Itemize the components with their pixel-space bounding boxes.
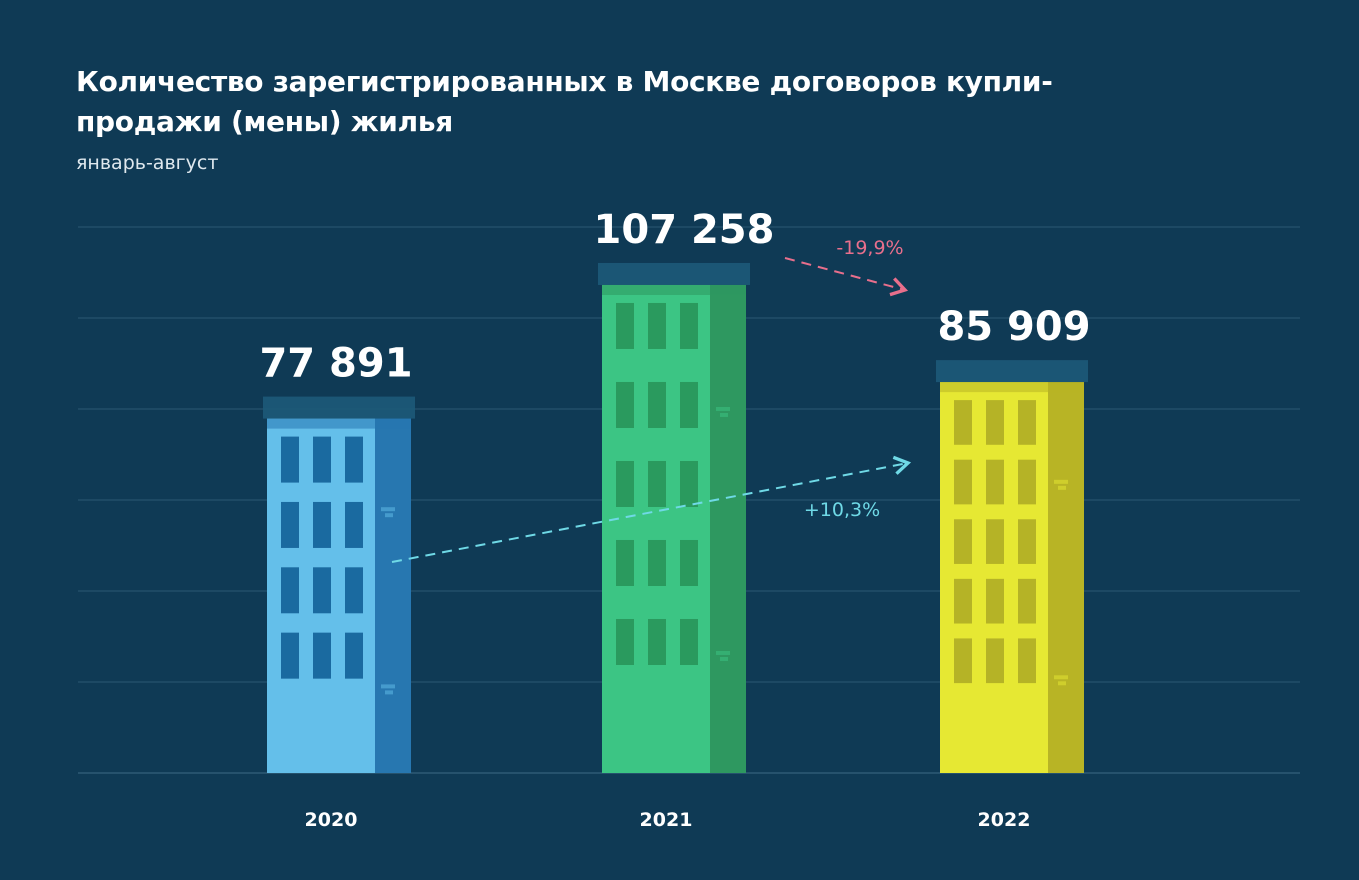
category-label: 2022 <box>978 809 1031 831</box>
bar-window <box>954 519 972 564</box>
bar-window <box>954 400 972 445</box>
bar-window <box>1018 400 1036 445</box>
bar-window <box>616 381 634 428</box>
bar-window <box>345 632 363 679</box>
bar-top-band <box>267 418 411 429</box>
bars <box>263 262 1088 773</box>
bar-brick <box>720 656 728 661</box>
bar-side <box>1048 382 1084 773</box>
bar-window <box>281 501 299 548</box>
bar-brick <box>1058 485 1066 490</box>
bar-brick <box>720 412 728 417</box>
bar-window <box>616 302 634 349</box>
bar-window <box>648 302 666 349</box>
trend-arrow-up <box>391 455 912 563</box>
annotations: -19,9% +10,3% <box>391 237 912 563</box>
bar-window <box>313 567 331 614</box>
bar-window <box>954 459 972 505</box>
bar-window <box>680 381 698 428</box>
bar-brick <box>1058 681 1066 686</box>
bar-side <box>375 418 411 773</box>
bar-window <box>313 501 331 548</box>
bar-window <box>616 539 634 586</box>
bar-window <box>281 632 299 679</box>
bar-window <box>986 400 1004 445</box>
bar-side <box>710 284 746 773</box>
bar-window <box>616 460 634 507</box>
bar-window <box>281 436 299 483</box>
bar-brick <box>716 406 730 411</box>
bar-roof <box>936 360 1088 383</box>
bar-window <box>313 436 331 483</box>
value-label: 85 909 <box>937 304 1090 350</box>
bar-window <box>680 618 698 665</box>
bar-top-band <box>602 284 746 295</box>
bar-window <box>986 459 1004 505</box>
bar-window <box>954 638 972 684</box>
bar-brick <box>1054 479 1068 484</box>
bar-window <box>281 567 299 614</box>
bar-2021 <box>598 262 750 773</box>
trend-arrow-down <box>784 257 909 297</box>
category-label: 2020 <box>305 809 358 831</box>
bar-window <box>313 632 331 679</box>
bar-window <box>1018 519 1036 564</box>
bar-window <box>680 539 698 586</box>
bar-window <box>986 638 1004 684</box>
bar-brick <box>381 507 395 512</box>
labels: 77 891 2020 107 258 2021 85 909 2022 <box>259 207 1090 831</box>
bar-brick <box>1054 675 1068 680</box>
bar-window <box>986 578 1004 624</box>
bar-brick <box>385 690 393 695</box>
bar-window <box>1018 638 1036 684</box>
bar-window <box>680 302 698 349</box>
chart-subtitle: январь-август <box>76 152 219 174</box>
bar-brick <box>381 684 395 689</box>
bar-window <box>345 501 363 548</box>
bar-window <box>1018 578 1036 624</box>
bar-front <box>602 284 710 773</box>
change-label: -19,9% <box>836 237 903 259</box>
bar-window <box>345 436 363 483</box>
bar-window <box>648 539 666 586</box>
bar-roof <box>598 262 750 285</box>
value-label: 107 258 <box>594 207 775 253</box>
bar-front <box>940 382 1048 773</box>
bar-brick <box>716 650 730 655</box>
value-label: 77 891 <box>259 341 412 387</box>
bar-2020 <box>263 396 415 773</box>
bar-window <box>648 381 666 428</box>
category-label: 2021 <box>640 809 693 831</box>
bar-window <box>1018 459 1036 505</box>
bar-top-band <box>940 382 1084 393</box>
bar-window <box>345 567 363 614</box>
bar-window <box>616 618 634 665</box>
change-label: +10,3% <box>804 499 880 521</box>
bar-window <box>648 460 666 507</box>
bar-window <box>954 578 972 624</box>
bar-window <box>680 460 698 507</box>
bar-roof <box>263 396 415 419</box>
bar-2022 <box>936 360 1088 773</box>
bar-brick <box>385 513 393 518</box>
bar-window <box>648 618 666 665</box>
bar-window <box>986 519 1004 564</box>
chart-title: Количество зарегистрированных в Москве д… <box>76 65 1053 138</box>
